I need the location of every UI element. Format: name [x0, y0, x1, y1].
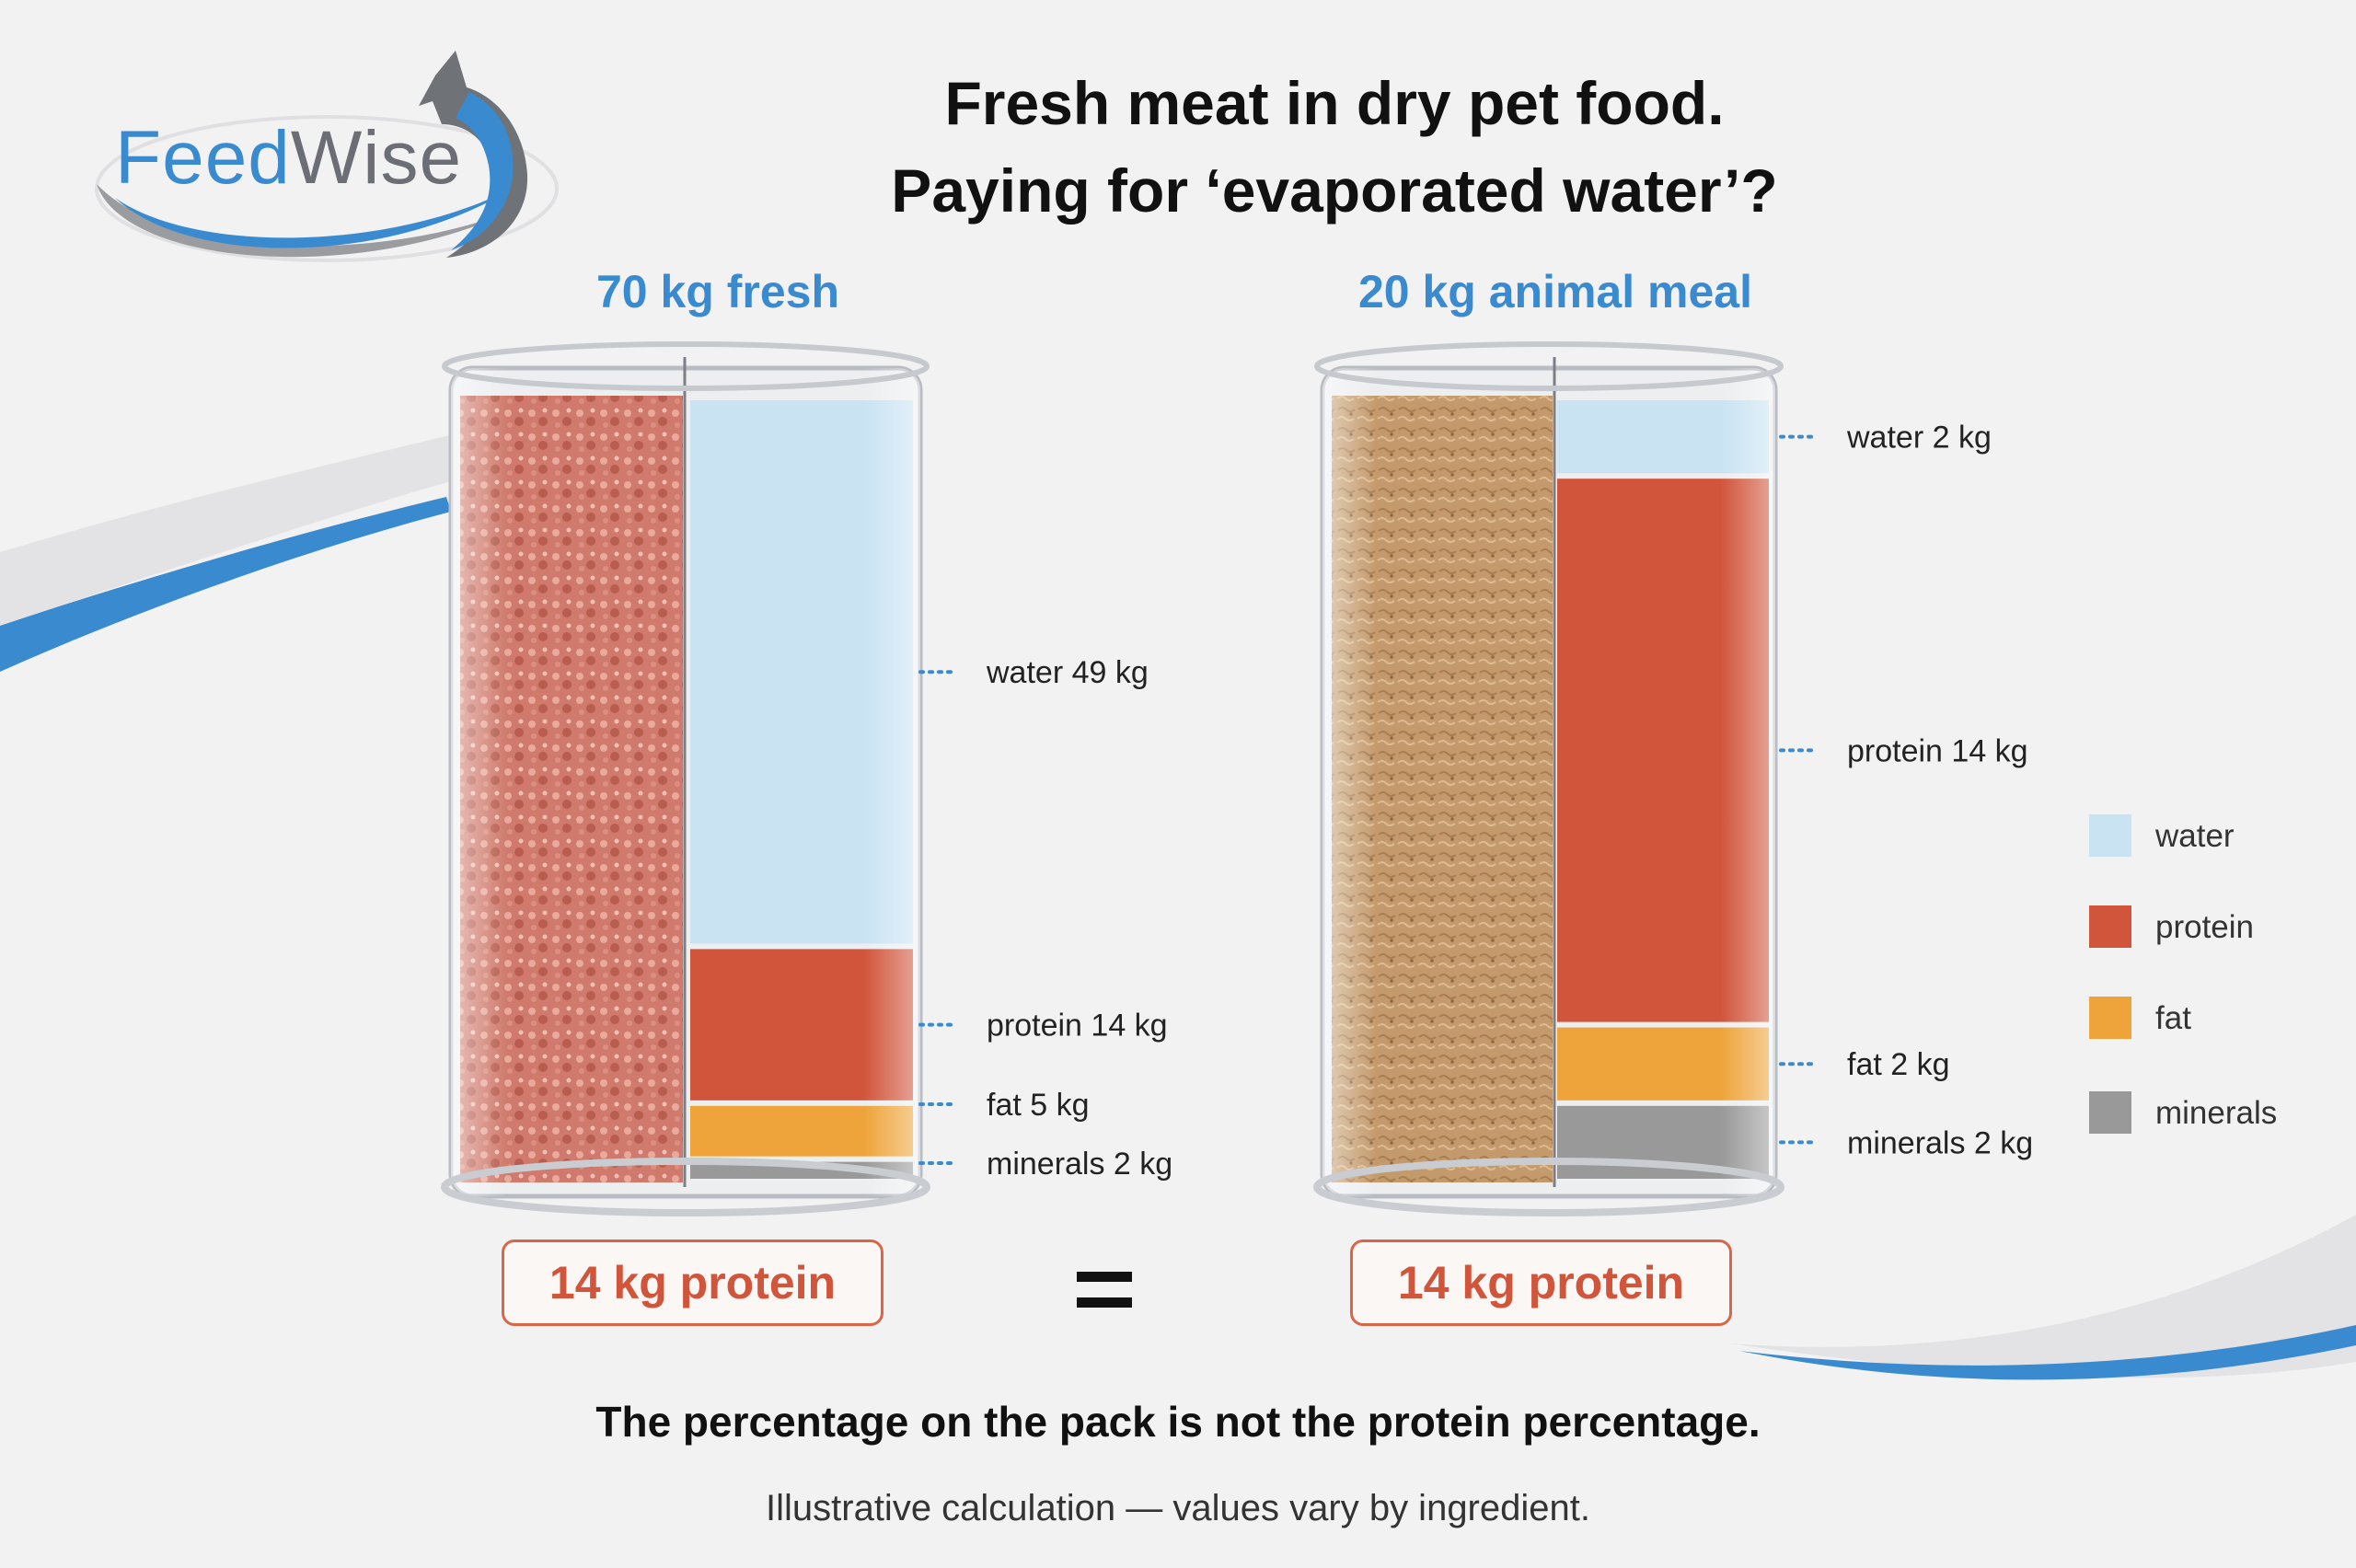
footer-note: Illustrative calculation — values vary b…: [766, 1488, 1590, 1528]
cylinder-fresh-base: [441, 1158, 930, 1216]
segment-label-meal-protein: protein 14 kg: [1847, 733, 2028, 768]
legend-label-minerals: minerals: [2155, 1095, 2278, 1131]
legend-swatch-protein: [2089, 905, 2131, 948]
segment-label-fresh-water: water 49 kg: [986, 655, 1149, 690]
protein-badge-meal: 14 kg protein: [1350, 1239, 1732, 1326]
labels-fresh: water 49 kg protein 14 kg fat 5 kg minerals…: [918, 655, 1172, 1182]
cylinder-meal-shine: [1322, 368, 1775, 1196]
logo-wordmark-feed: Feed: [115, 116, 291, 200]
cylinder-meal: [1313, 341, 1784, 1216]
legend-label-protein: protein: [2155, 909, 2255, 945]
segment-label-fresh-minerals: minerals 2 kg: [987, 1147, 1172, 1182]
equals-sign: [1068, 1262, 1141, 1318]
cylinder-meal-base: [1313, 1158, 1784, 1216]
segment-label-meal-water: water 2 kg: [1846, 421, 1992, 455]
legend-swatch-water: [2089, 814, 2131, 857]
column-title-meal: 20 kg animal meal: [1357, 266, 1752, 317]
protein-badge-fresh: 14 kg protein: [502, 1239, 884, 1326]
legend-swatch-fat: [2089, 997, 2131, 1039]
feedwise-logo: [95, 51, 559, 262]
segment-label-fresh-protein: protein 14 kg: [987, 1009, 1168, 1043]
title-line-1: Fresh meat in dry pet food.: [944, 69, 1725, 137]
equals-bar-bottom: [1077, 1297, 1132, 1308]
segment-label-meal-fat: fat 2 kg: [1847, 1047, 1950, 1082]
legend-label-fat: fat: [2155, 1000, 2191, 1036]
labels-meal: water 2 kg protein 14 kg fat 2 kg minerals …: [1779, 421, 2033, 1160]
cylinder-fresh-rim: [442, 341, 930, 391]
equals-bar-top: [1077, 1272, 1132, 1282]
logo-wordmark: FeedWise: [115, 115, 462, 202]
column-title-fresh: 70 kg fresh: [595, 266, 839, 317]
legend-label-water: water: [2155, 818, 2235, 854]
cylinder-meal-rim: [1314, 341, 1784, 391]
segment-label-meal-minerals: minerals 2 kg: [1847, 1125, 2033, 1160]
segment-label-fresh-fat: fat 5 kg: [987, 1088, 1090, 1123]
title-line-2: Paying for ‘evaporated water’?: [891, 156, 1778, 225]
cylinder-fresh-shine: [451, 368, 920, 1196]
footer-statement: The percentage on the pack is not the pr…: [595, 1398, 1761, 1446]
logo-wordmark-wise: Wise: [290, 116, 463, 200]
legend-swatch-minerals: [2089, 1091, 2131, 1134]
cylinder-fresh: [441, 341, 930, 1216]
page-title: Fresh meat in dry pet food. Paying for ‘…: [552, 60, 2117, 235]
